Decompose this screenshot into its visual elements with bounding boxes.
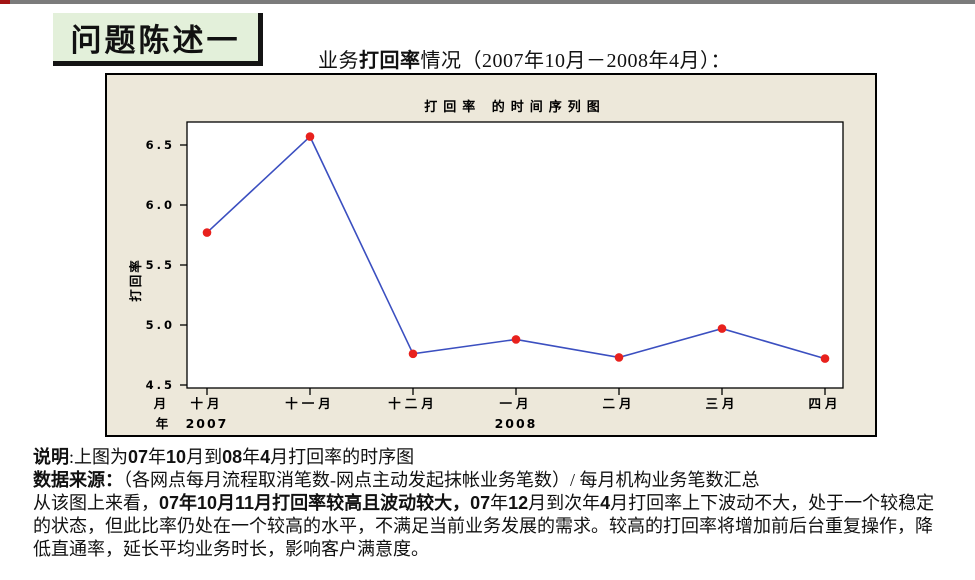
x-tick-label: 二月 (602, 396, 635, 411)
text-segment: 月到 (186, 447, 223, 467)
text-segment: 07 (470, 493, 491, 513)
slide-title-badge: 问题陈述一 (53, 13, 263, 66)
text-segment: :上图为 (69, 447, 129, 467)
y-tick-label: 5.5 (146, 258, 175, 272)
x-year-label: 2008 (495, 416, 538, 431)
text-segment: 业务 (318, 50, 359, 72)
text-segment: 月到次年 (528, 493, 601, 513)
top-bar-line (10, 0, 975, 4)
x-tick-label: 一月 (499, 396, 532, 411)
text-segment: 07 (128, 447, 149, 467)
note-line-data-source: 数据来源：（各网点每月流程取消笔数-网点主动发起抹帐业务笔数）/ 每月机构业务笔… (33, 469, 941, 492)
chart-caption: 业务打回率情况（2007年10月－2008年4月）： (318, 44, 938, 73)
x-tick-label: 四月 (808, 396, 841, 411)
x-tick-label: 十二月 (388, 396, 438, 411)
text-segment: 说明 (33, 447, 69, 467)
text-segment: 月打回率的时序图 (270, 447, 415, 467)
text-segment: 打回率 (359, 50, 421, 72)
x-tick-label: 十一月 (285, 396, 335, 411)
x-tick-label: 十月 (190, 396, 223, 411)
data-point-marker (820, 354, 830, 363)
text-segment: 从该图上来看， (33, 493, 159, 513)
note-line-analysis: 从该图上来看，07年10月11月打回率较高且波动较大，07年12月到次年4月打回… (33, 492, 941, 561)
text-segment: 4 (600, 493, 611, 513)
text-segment: 年 (148, 447, 167, 467)
x-tick-label: 三月 (705, 396, 738, 411)
plot-area (186, 121, 844, 389)
text-segment: 年 (490, 493, 509, 513)
text-segment: 4 (260, 447, 271, 467)
text-segment: 月打回率上下波动不大，处于一个较稳定的状态，但此比率仍处在一个较高的水平，不满足… (33, 493, 935, 559)
text-segment: 08 (222, 447, 243, 467)
data-point-marker (202, 228, 212, 237)
y-tick-label: 6.5 (146, 138, 175, 152)
y-tick-label: 4.5 (146, 378, 175, 392)
x-year-label: 2007 (186, 416, 229, 431)
text-segment: （各网点每月流程取消笔数-网点主动发起抹帐业务笔数）/ 每月机构业务笔数汇总 (123, 470, 760, 490)
chart-panel: 打回率 的时间序列图 4.5 5.0 5.5 6.0 6.5 打回率十月 十一月 十二月 一月 二月… (105, 73, 877, 437)
y-tick-label: 5.0 (146, 318, 175, 332)
text-segment: 07年10月11月打回率较高且波动较大， (159, 493, 471, 513)
text-segment: 数据来源： (33, 470, 123, 490)
x-axis-year-prefix: 年 (156, 416, 169, 431)
text-segment: 10 (166, 447, 187, 467)
top-bar-accent (0, 0, 10, 4)
y-axis-title: 打回率 (128, 258, 143, 302)
text-segment: 情况（2007年10月－2008年4月）： (420, 50, 731, 72)
data-point-marker (511, 335, 521, 344)
notes: 说明:上图为07年10月到08年4月打回率的时序图 数据来源：（各网点每月流程取… (33, 446, 941, 561)
text-segment: 年 (242, 447, 261, 467)
note-line-description: 说明:上图为07年10月到08年4月打回率的时序图 (33, 446, 941, 469)
top-divider-bar (0, 0, 975, 4)
text-segment: 12 (508, 493, 529, 513)
data-point-marker (408, 349, 418, 359)
x-axis-month-prefix: 月 (153, 396, 167, 411)
data-point-marker (614, 353, 624, 362)
data-point-marker (305, 132, 315, 141)
y-tick-label: 6.0 (146, 198, 175, 212)
chart-title: 打回率 的时间序列图 (424, 99, 606, 115)
data-point-marker (717, 324, 727, 333)
slide-title: 问题陈述一 (70, 22, 241, 58)
